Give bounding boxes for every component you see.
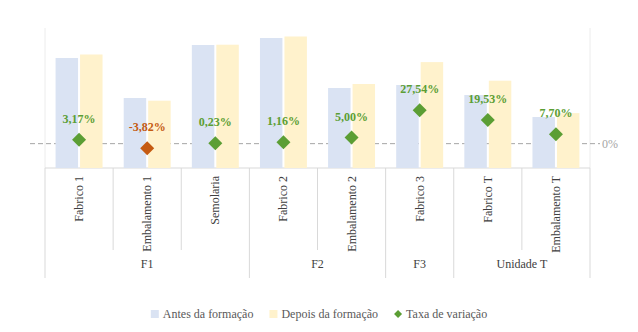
category-separator — [317, 168, 318, 250]
marks — [56, 37, 580, 169]
y-axis-line — [45, 28, 46, 168]
bar — [260, 38, 282, 168]
marker — [208, 136, 222, 150]
group-label: F2 — [311, 257, 324, 271]
marker — [549, 127, 563, 141]
y2-axis-line — [590, 28, 591, 168]
bar — [328, 88, 350, 168]
category-separator — [181, 168, 182, 250]
bar — [464, 95, 486, 168]
data-label: 7,70% — [539, 106, 572, 120]
legend-symbol — [394, 310, 402, 318]
bar — [421, 62, 443, 168]
bar — [284, 37, 306, 169]
legend-symbol — [269, 310, 277, 318]
legend-item: Antes da formação — [151, 307, 254, 321]
bar — [396, 85, 418, 168]
category-separator — [453, 168, 454, 278]
category-separator — [45, 168, 46, 278]
bar — [192, 45, 214, 168]
marker — [413, 103, 427, 117]
chart: Fabrico 1 Embalamento 1 Semolaria Fabrico 2… — [0, 0, 638, 332]
bar — [532, 117, 554, 168]
category-label: Fabrico 2 — [276, 176, 290, 222]
category-separator — [113, 168, 114, 250]
bar — [353, 84, 375, 168]
legend-symbol — [151, 310, 159, 318]
bar — [557, 113, 579, 168]
group-label: F1 — [141, 257, 154, 271]
category-label: Fabrico T — [481, 175, 495, 222]
data-label: 5,00% — [335, 110, 368, 124]
legend-item: Taxa de variação — [394, 307, 487, 321]
marker — [481, 113, 495, 127]
marker — [72, 133, 86, 147]
marker — [345, 131, 359, 145]
bar — [148, 101, 170, 168]
legend: Antes da formação Depois da formação Taxa … — [151, 307, 487, 321]
category-separator — [590, 168, 591, 278]
legend-item: Depois da formação — [269, 307, 378, 321]
category-label: Embalamento 2 — [345, 176, 359, 252]
legend-label: Taxa de variação — [406, 307, 487, 321]
category-separator — [249, 168, 250, 278]
data-labels: 3,17% -3,82% 0,23% 1,16% 5,00% 27,54% 19,53% 7,… — [63, 82, 573, 134]
category-label: Fabrico 1 — [72, 176, 86, 222]
category-label: Semolaria — [208, 175, 222, 224]
data-label: 1,16% — [267, 114, 300, 128]
legend-label: Antes da formação — [163, 307, 254, 321]
y2-tick-label: 0% — [602, 137, 618, 151]
marker — [140, 141, 154, 155]
data-label: 3,17% — [63, 112, 96, 126]
category-label: Embalamento T — [549, 175, 563, 252]
data-label: 27,54% — [400, 82, 439, 96]
data-label: 0,23% — [199, 115, 232, 129]
legend-label: Depois da formação — [281, 307, 378, 321]
group-label: Unidade T — [496, 257, 547, 271]
category-label: Fabrico 3 — [413, 176, 427, 222]
group-label: F3 — [413, 257, 426, 271]
category-label: Embalamento 1 — [140, 176, 154, 252]
data-label: -3,82% — [129, 120, 166, 134]
category-separator — [521, 168, 522, 250]
marker — [276, 135, 290, 149]
y2-gridline — [30, 143, 600, 144]
data-label: 19,53% — [468, 92, 507, 106]
category-separator — [385, 168, 386, 278]
bar — [216, 45, 238, 168]
